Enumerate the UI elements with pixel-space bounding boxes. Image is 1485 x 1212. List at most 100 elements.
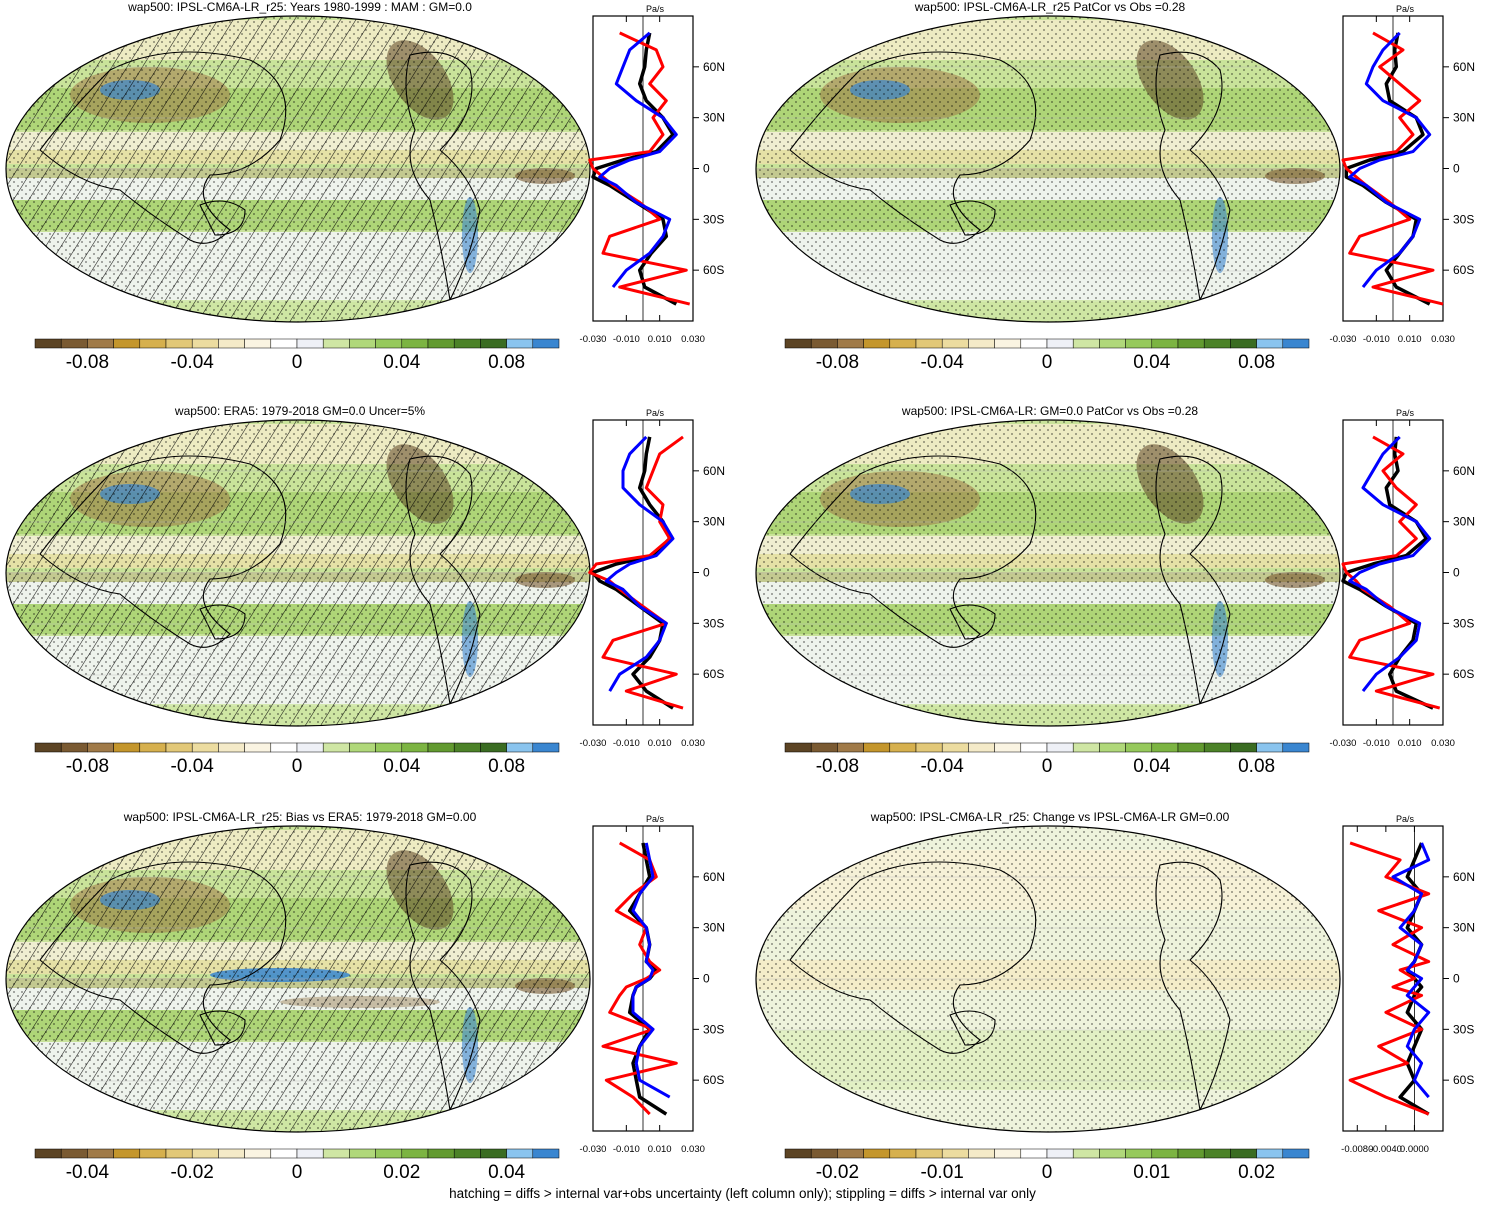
zonal-series-line (1341, 31, 1444, 306)
colorbar-swatch (322, 742, 350, 753)
colorbar-swatch (1046, 338, 1074, 349)
colorbar-swatch (1256, 338, 1284, 349)
colorbar-swatch (60, 742, 88, 753)
colorbar-swatch (244, 338, 272, 349)
colorbar-tick-label: 0.04 (1133, 756, 1170, 777)
zonal-series-line (1348, 435, 1432, 693)
colorbar-swatch (1203, 1148, 1231, 1159)
colorbar-tick-label: 0 (292, 352, 303, 373)
colorbar-swatch (87, 1148, 114, 1159)
colorbar-swatch (113, 742, 141, 753)
colorbar-swatch (863, 742, 891, 753)
colorbar-swatch (1125, 338, 1153, 349)
colorbar-tick-label: 0.02 (1238, 1162, 1275, 1183)
colorbar-swatch (113, 338, 141, 349)
colorbar-swatch (532, 1148, 560, 1159)
colorbar-swatch (889, 338, 917, 349)
colorbar-tick-label: -0.04 (66, 1162, 110, 1183)
colorbar-swatch (915, 1148, 943, 1159)
map-field (6, 826, 590, 1132)
zonal-series-line (1348, 841, 1431, 1116)
panel-title: wap500: ERA5: 1979-2018 GM=0.0 Uncer=5% (174, 404, 425, 418)
colorbar-tick-label: 0.04 (488, 1162, 525, 1183)
x-tick-label: 0.010 (648, 738, 672, 749)
colorbar-swatch (218, 1148, 245, 1159)
lat-tick-label: 30N (1453, 111, 1475, 125)
zonal-unit-label: Pa/s (646, 408, 665, 418)
colorbar-swatch (218, 742, 245, 753)
colorbar-swatch (915, 742, 943, 753)
x-tick-label: 0.030 (681, 1144, 705, 1155)
colorbar-swatch (87, 742, 114, 753)
x-tick-label: -0.030 (1330, 334, 1357, 345)
lat-tick-label: 60N (1453, 870, 1475, 884)
colorbar-tick-label: -0.04 (921, 352, 965, 373)
colorbar-swatch (1099, 742, 1126, 753)
lat-tick-label: 30S (703, 212, 724, 226)
colorbar-swatch (1046, 1148, 1074, 1159)
colorbar-tick-label: -0.01 (921, 1162, 964, 1183)
x-tick-label: 0.010 (648, 334, 672, 345)
x-tick-label: -0.030 (1330, 738, 1357, 749)
panel-title: wap500: IPSL-CM6A-LR_r25 PatCor vs Obs =… (914, 0, 1186, 14)
stippling (756, 16, 1340, 322)
panel-3: wap500: ERA5: 1979-2018 GM=0.0 Uncer=5% -… (5, 404, 725, 777)
colorbar-swatch (810, 1148, 838, 1159)
colorbar-tick-label: 0.08 (488, 352, 525, 373)
colorbar-swatch (1177, 1148, 1205, 1159)
lat-tick-label: 60S (1453, 667, 1474, 681)
x-tick-label: -0.010 (613, 334, 640, 345)
colorbar-swatch (427, 338, 455, 349)
lat-tick-label: 60N (703, 60, 725, 74)
colorbar-swatch (1046, 742, 1074, 753)
colorbar-swatch (349, 1148, 376, 1159)
colorbar-swatch (968, 1148, 995, 1159)
colorbar-swatch (191, 1148, 219, 1159)
colorbar-swatch (1203, 338, 1231, 349)
zonal-series-line (588, 435, 684, 710)
colorbar-swatch (296, 338, 324, 349)
hatching (6, 16, 590, 322)
colorbar-tick-label: 0.08 (1238, 352, 1275, 373)
colorbar-swatch (453, 338, 481, 349)
x-tick-label: -0.010 (1363, 738, 1390, 749)
colorbar-swatch (968, 742, 995, 753)
colorbar-tick-label: -0.02 (816, 1162, 859, 1183)
colorbar-swatch (270, 742, 298, 753)
colorbar-swatch (139, 742, 167, 753)
lat-tick-label: 0 (1453, 162, 1460, 176)
colorbar-swatch (784, 1148, 812, 1159)
colorbar-swatch (401, 1148, 429, 1159)
panel-5: wap500: IPSL-CM6A-LR_r25: Bias vs ERA5: … (5, 810, 725, 1183)
colorbar-tick-label: 0.08 (1238, 756, 1275, 777)
colorbar-swatch (1099, 1148, 1126, 1159)
colorbar-swatch (349, 742, 376, 753)
map-field (6, 16, 590, 322)
colorbar-swatch (889, 1148, 917, 1159)
panel-title: wap500: IPSL-CM6A-LR: GM=0.0 PatCor vs O… (901, 404, 1198, 418)
colorbar-swatch (270, 1148, 298, 1159)
lat-tick-label: 60N (1453, 60, 1475, 74)
colorbar-tick-label: 0.04 (383, 352, 420, 373)
colorbar-swatch (139, 1148, 167, 1159)
hatching (6, 420, 590, 726)
colorbar-tick-label: -0.08 (816, 352, 859, 373)
map-outline (755, 419, 1341, 727)
colorbar-swatch (1020, 742, 1048, 753)
footer-note: hatching = diffs > internal var+obs unce… (449, 1186, 1036, 1201)
colorbar-swatch (994, 1148, 1022, 1159)
zonal-unit-label: Pa/s (1396, 408, 1415, 418)
colorbar-swatch (863, 338, 891, 349)
zonal-series-line (1341, 435, 1441, 710)
colorbar-swatch (1020, 338, 1048, 349)
colorbar-swatch (322, 338, 350, 349)
colorbar-tick-label: 0.01 (1133, 1162, 1170, 1183)
lat-tick-label: 30N (1453, 515, 1475, 529)
lat-tick-label: 60N (703, 464, 725, 478)
colorbar-swatch (427, 1148, 455, 1159)
colorbar-tick-label: -0.08 (816, 756, 859, 777)
zonal-series-line (601, 841, 678, 1116)
colorbar-swatch (784, 338, 812, 349)
colorbar-swatch (506, 742, 534, 753)
